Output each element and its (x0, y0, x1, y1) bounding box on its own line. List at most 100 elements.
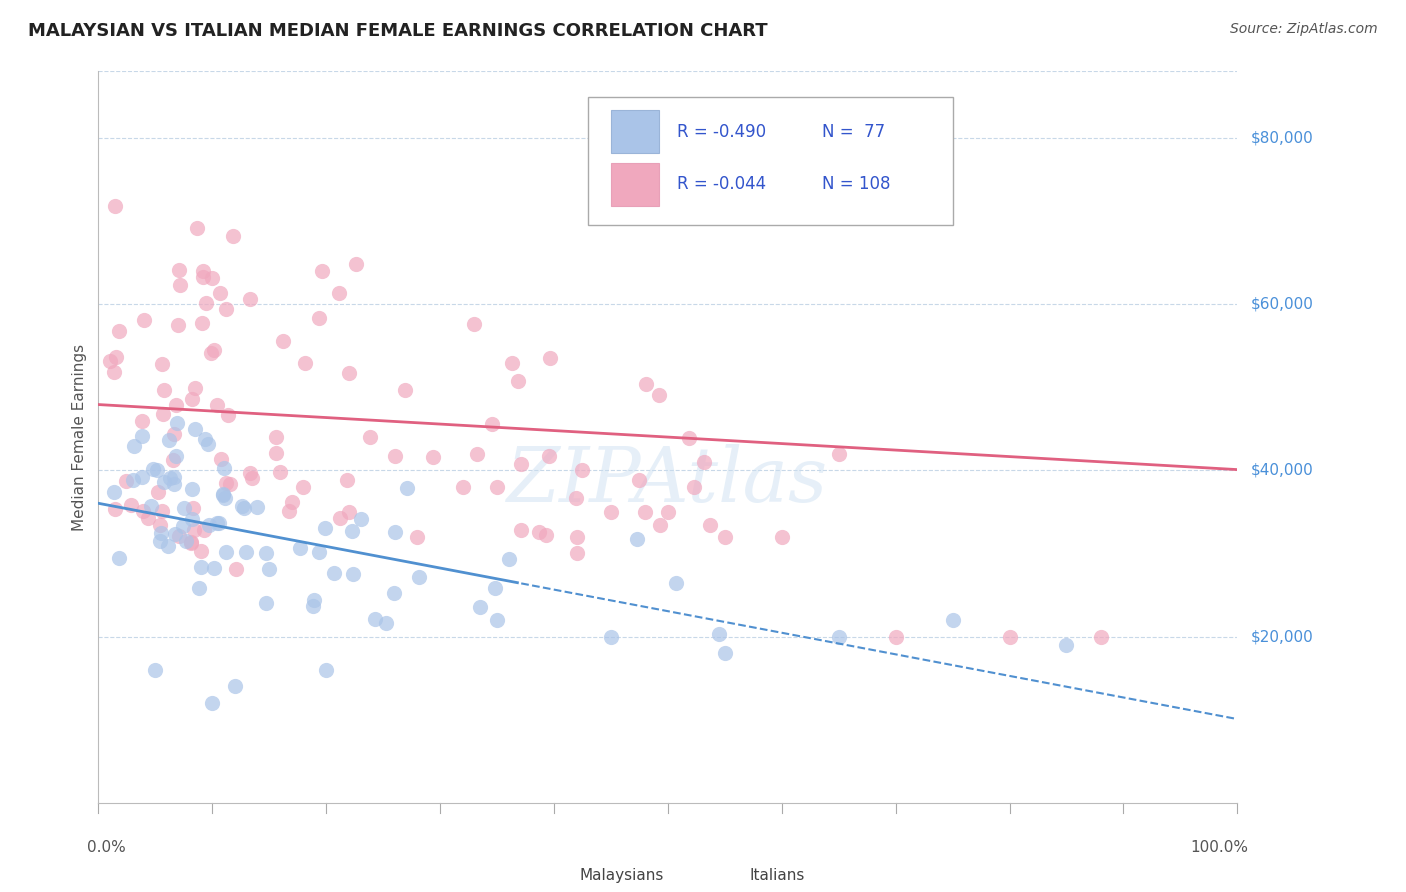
Point (205, 398, 228, 412)
Point (149, 517, 172, 532)
Point (214, 302, 236, 317)
Point (350, 511, 373, 525)
FancyBboxPatch shape (612, 163, 659, 206)
Text: $40,000: $40,000 (1251, 463, 1313, 478)
Point (162, 452, 184, 467)
Point (273, 334, 295, 348)
Point (202, 343, 225, 358)
Point (202, 561, 225, 575)
Point (233, 500, 256, 515)
Point (180, 482, 202, 496)
Point (254, 546, 277, 560)
Point (103, 365, 125, 379)
Text: R = -0.490: R = -0.490 (676, 123, 766, 141)
Point (132, 504, 155, 518)
Point (683, 479, 706, 493)
Point (565, 491, 588, 505)
Point (328, 286, 350, 301)
Point (484, 581, 506, 595)
Point (302, 592, 325, 607)
Point (374, 616, 396, 631)
Text: Malaysians: Malaysians (579, 869, 664, 883)
Point (191, 316, 214, 330)
Point (103, 501, 125, 516)
Point (191, 269, 214, 284)
Point (468, 600, 491, 615)
Point (481, 417, 503, 432)
Point (122, 439, 145, 453)
Point (212, 486, 235, 500)
Point (292, 480, 315, 494)
Point (208, 516, 231, 531)
FancyBboxPatch shape (695, 863, 747, 890)
Text: $20,000: $20,000 (1251, 629, 1313, 644)
Point (277, 503, 299, 517)
Point (302, 599, 325, 613)
Point (246, 500, 269, 515)
Point (107, 325, 129, 339)
Text: R = -0.044: R = -0.044 (676, 176, 766, 194)
Point (884, 630, 907, 644)
Point (163, 477, 186, 491)
Y-axis label: Median Female Earnings: Median Female Earnings (72, 343, 87, 531)
Point (486, 613, 509, 627)
Point (163, 427, 186, 442)
Point (146, 485, 169, 500)
Point (115, 475, 138, 489)
Text: Source: ZipAtlas.com: Source: ZipAtlas.com (1230, 22, 1378, 37)
FancyBboxPatch shape (523, 863, 575, 890)
Point (678, 431, 700, 445)
Point (157, 434, 180, 448)
Point (163, 469, 186, 483)
Point (257, 562, 280, 576)
Point (169, 529, 191, 543)
Point (145, 663, 167, 677)
Text: MALAYSIAN VS ITALIAN MEDIAN FEMALE EARNINGS CORRELATION CHART: MALAYSIAN VS ITALIAN MEDIAN FEMALE EARNI… (28, 22, 768, 40)
Point (184, 422, 207, 436)
Point (190, 544, 212, 558)
Point (342, 567, 364, 582)
Point (498, 552, 520, 566)
Point (600, 505, 623, 519)
Point (235, 544, 257, 558)
Text: N =  77: N = 77 (821, 123, 884, 141)
Point (172, 519, 194, 533)
Point (770, 530, 793, 544)
Point (169, 277, 191, 292)
Point (359, 429, 381, 443)
Point (231, 500, 253, 514)
Point (699, 518, 721, 533)
Point (180, 392, 202, 406)
Point (212, 461, 235, 475)
Point (308, 545, 330, 559)
Point (131, 414, 153, 428)
Point (165, 449, 187, 463)
Point (165, 398, 187, 412)
Point (167, 263, 190, 277)
Point (217, 408, 239, 422)
Point (314, 521, 336, 535)
Point (571, 463, 593, 477)
Point (463, 317, 485, 331)
Point (224, 680, 246, 694)
Text: ZIPAtlas: ZIPAtlas (508, 444, 828, 518)
Text: N = 108: N = 108 (821, 176, 890, 194)
Point (105, 350, 128, 364)
Point (1056, 638, 1078, 652)
Point (942, 613, 965, 627)
Point (181, 512, 204, 526)
Point (239, 466, 262, 480)
Point (336, 473, 359, 487)
Point (152, 407, 174, 421)
Point (215, 545, 238, 559)
Point (209, 286, 232, 301)
Point (294, 356, 316, 370)
Point (626, 532, 648, 546)
Point (193, 523, 215, 537)
Point (190, 560, 212, 574)
Point (714, 646, 737, 660)
Point (212, 488, 235, 502)
Point (150, 504, 173, 518)
Point (103, 485, 125, 500)
Point (451, 480, 474, 494)
